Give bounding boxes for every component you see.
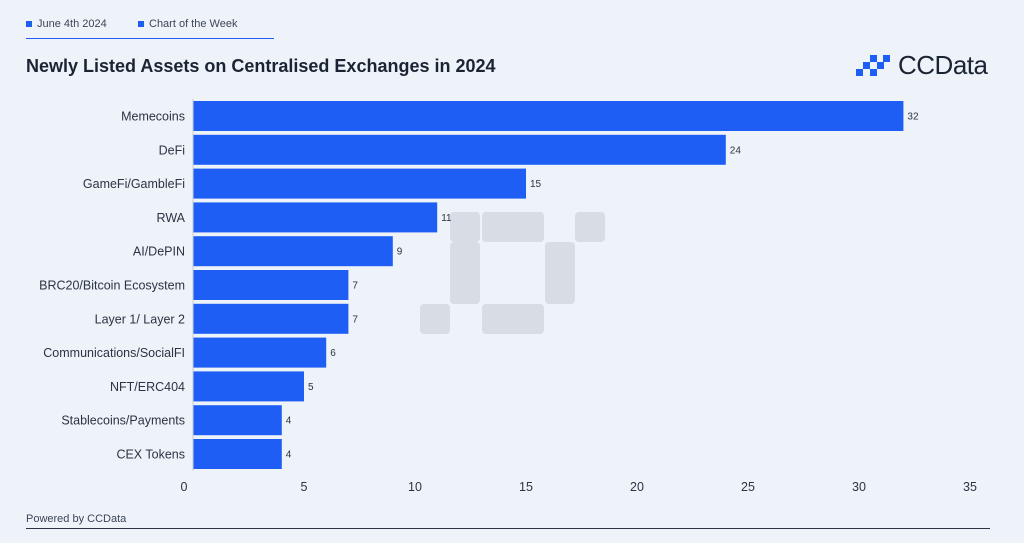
bar-rwa bbox=[193, 202, 438, 233]
category-label-cex-tokens: CEX Tokens bbox=[116, 448, 185, 462]
footer-line bbox=[26, 528, 990, 529]
square-bullet-icon bbox=[26, 21, 32, 27]
value-label-gamefi-gamblefi: 15 bbox=[530, 179, 542, 190]
bar-communications-socialfi bbox=[193, 337, 327, 368]
value-label-brc20-bitcoin-ecosystem: 7 bbox=[352, 281, 358, 292]
value-label-memecoins: 32 bbox=[907, 112, 919, 123]
value-label-defi: 24 bbox=[730, 145, 742, 156]
bar-stablecoins-payments bbox=[193, 405, 282, 436]
category-label-gamefi-gamblefi: GameFi/GambleFi bbox=[83, 177, 185, 191]
series-tag: Chart of the Week bbox=[138, 18, 237, 30]
category-label-rwa: RWA bbox=[157, 211, 186, 225]
x-tick-label-20: 20 bbox=[630, 480, 644, 494]
category-label-defi: DeFi bbox=[159, 143, 185, 157]
value-label-ai-depin: 9 bbox=[397, 247, 403, 258]
value-label-cex-tokens: 4 bbox=[286, 450, 292, 461]
bar-cex-tokens bbox=[193, 439, 282, 469]
chart-title: Newly Listed Assets on Centralised Excha… bbox=[26, 56, 496, 76]
bar-nft-erc404 bbox=[193, 371, 304, 402]
series-tag-label: Chart of the Week bbox=[149, 18, 238, 30]
x-tick-label-0: 0 bbox=[181, 480, 188, 494]
x-tick-label-25: 25 bbox=[741, 480, 755, 494]
category-label-ai-depin: AI/DePIN bbox=[133, 245, 185, 259]
header-underline bbox=[26, 38, 274, 39]
header-tags: June 4th 2024 Chart of the Week bbox=[26, 18, 274, 40]
date-tag-label: June 4th 2024 bbox=[37, 18, 107, 30]
bar-brc20-bitcoin-ecosystem bbox=[193, 270, 349, 300]
value-label-communications-socialfi: 6 bbox=[330, 348, 336, 359]
value-label-stablecoins-payments: 4 bbox=[286, 416, 292, 427]
category-label-stablecoins-payments: Stablecoins/Payments bbox=[61, 414, 185, 428]
x-tick-label-10: 10 bbox=[408, 480, 422, 494]
x-tick-label-15: 15 bbox=[519, 480, 533, 494]
ccdata-logo-icon bbox=[856, 54, 890, 76]
watermark-icon bbox=[420, 212, 605, 334]
date-tag: June 4th 2024 bbox=[26, 18, 107, 30]
bar-gamefi-gamblefi bbox=[193, 168, 526, 199]
x-tick-label-35: 35 bbox=[963, 480, 977, 494]
category-label-memecoins: Memecoins bbox=[121, 110, 185, 124]
bar-ai-depin bbox=[193, 236, 393, 267]
ccdata-logo: CCData bbox=[856, 50, 988, 81]
square-bullet-icon bbox=[138, 21, 144, 27]
value-label-rwa: 11 bbox=[441, 213, 452, 224]
category-label-communications-socialfi: Communications/SocialFI bbox=[43, 346, 185, 360]
value-label-layer-1-layer-2: 7 bbox=[352, 314, 358, 325]
x-tick-label-5: 5 bbox=[301, 480, 308, 494]
category-label-brc20-bitcoin-ecosystem: BRC20/Bitcoin Ecosystem bbox=[39, 279, 185, 293]
bar-defi bbox=[193, 134, 726, 165]
bar-layer-1-layer-2 bbox=[193, 303, 349, 334]
footer-credit: Powered by CCData bbox=[26, 513, 127, 525]
bar-memecoins bbox=[193, 101, 904, 131]
value-label-nft-erc404: 5 bbox=[308, 382, 314, 393]
x-tick-label-30: 30 bbox=[852, 480, 866, 494]
logo-text: CCData bbox=[898, 50, 988, 80]
category-label-layer-1-layer-2: Layer 1/ Layer 2 bbox=[95, 312, 185, 326]
category-label-nft-erc404: NFT/ERC404 bbox=[110, 380, 185, 394]
